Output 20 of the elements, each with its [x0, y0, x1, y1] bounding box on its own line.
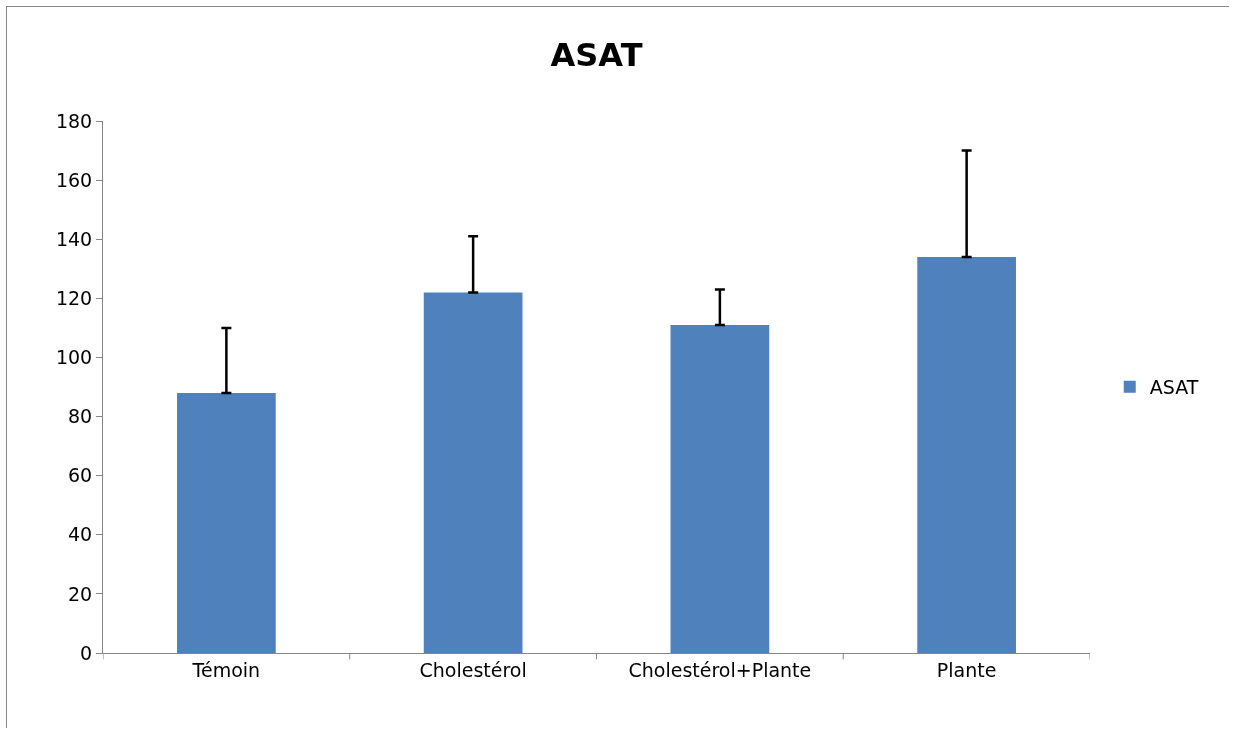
y-tick-label: 80: [68, 405, 93, 428]
y-tick-label: 100: [55, 346, 93, 369]
bar: [917, 256, 1016, 653]
y-tick-label: 40: [68, 523, 93, 546]
bar: [177, 392, 276, 653]
x-tick-label: Plante: [936, 658, 997, 681]
chart-title: ASAT: [550, 35, 643, 74]
x-tick-label: Cholestérol: [419, 658, 527, 681]
x-tick-label: Témoin: [191, 658, 261, 681]
y-tick-label: 120: [55, 286, 93, 309]
y-tick-label: 20: [68, 582, 93, 605]
bar: [423, 292, 523, 653]
legend-label: ASAT: [1149, 376, 1199, 399]
y-tick-label: 160: [55, 168, 93, 191]
y-tick-label: 60: [68, 464, 93, 487]
x-tick-label: Cholestérol+Plante: [628, 658, 812, 681]
y-tick-label: 140: [55, 227, 93, 250]
bar: [670, 324, 770, 653]
y-tick-label: 0: [80, 641, 93, 664]
y-tick-label: 180: [55, 109, 93, 132]
